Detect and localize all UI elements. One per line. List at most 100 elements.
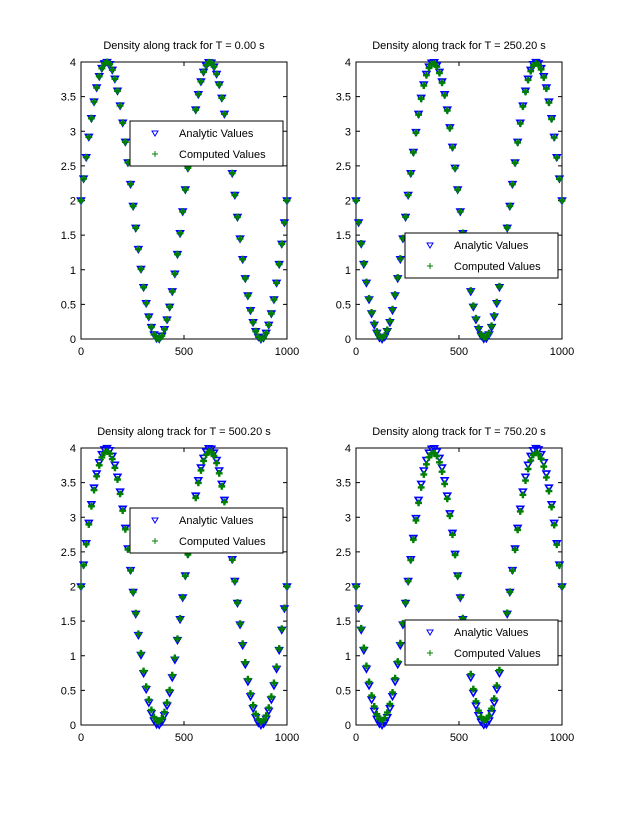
data-point-computed bbox=[80, 561, 88, 569]
data-point-computed bbox=[270, 679, 278, 687]
data-point-computed bbox=[129, 202, 137, 210]
data-point-computed bbox=[514, 139, 522, 146]
data-point-computed bbox=[273, 663, 280, 671]
data-point-computed bbox=[247, 306, 254, 314]
data-point-computed bbox=[142, 683, 150, 691]
x-tick-label: 1000 bbox=[275, 732, 299, 744]
x-tick-label: 500 bbox=[450, 346, 468, 358]
data-point-computed bbox=[88, 114, 95, 122]
data-point-computed bbox=[267, 693, 275, 701]
data-point-computed bbox=[404, 191, 412, 199]
data-point-computed bbox=[386, 700, 394, 708]
data-point-computed bbox=[200, 68, 207, 76]
x-tick-label: 0 bbox=[78, 732, 84, 744]
data-point-computed bbox=[553, 541, 561, 549]
data-point-analytic bbox=[416, 480, 426, 489]
data-point-computed bbox=[171, 654, 179, 662]
data-point-computed bbox=[555, 175, 563, 183]
data-point-computed bbox=[535, 61, 542, 69]
data-point-computed bbox=[77, 197, 85, 204]
data-point-computed bbox=[540, 463, 548, 470]
data-point-computed bbox=[114, 87, 121, 95]
data-point-computed bbox=[85, 133, 93, 141]
y-tick-label: 2.5 bbox=[336, 161, 351, 173]
data-point-computed bbox=[260, 334, 267, 342]
data-point-analytic bbox=[523, 461, 533, 470]
data-point-computed bbox=[381, 332, 389, 339]
data-point-computed bbox=[218, 482, 226, 490]
data-point-analytic bbox=[196, 464, 206, 473]
data-point-computed bbox=[137, 649, 145, 657]
legend-label: Analytic Values bbox=[179, 128, 254, 140]
data-point-computed bbox=[415, 499, 422, 507]
data-point-computed bbox=[231, 191, 239, 199]
legend-box bbox=[404, 619, 559, 666]
data-point-computed bbox=[417, 95, 425, 103]
data-point-computed bbox=[148, 706, 155, 714]
data-point-computed bbox=[545, 487, 553, 495]
data-point-computed bbox=[389, 305, 396, 313]
data-point-computed bbox=[252, 710, 260, 718]
y-tick-label: 3 bbox=[70, 126, 76, 138]
data-point-computed bbox=[553, 154, 561, 162]
plot-area bbox=[355, 61, 563, 340]
y-tick-label: 1.5 bbox=[61, 230, 76, 242]
data-point-computed bbox=[215, 80, 223, 88]
legend: Analytic Values Computed Values bbox=[129, 507, 284, 554]
data-point-computed bbox=[111, 75, 119, 83]
data-point-computed bbox=[163, 316, 171, 323]
data-point-computed bbox=[148, 323, 155, 331]
data-point-computed bbox=[368, 692, 376, 699]
data-point-computed bbox=[98, 454, 106, 461]
data-point-analytic bbox=[217, 480, 227, 489]
data-point-computed bbox=[475, 707, 482, 715]
data-point-analytic bbox=[520, 473, 531, 482]
data-point-computed bbox=[482, 716, 490, 723]
data-point-analytic bbox=[193, 477, 204, 486]
data-point-computed bbox=[174, 635, 181, 643]
y-tick-label: 1 bbox=[345, 265, 351, 277]
data-point-computed bbox=[363, 662, 370, 670]
data-point-computed bbox=[488, 322, 495, 330]
data-point-computed bbox=[373, 710, 381, 718]
legend-label: Computed Values bbox=[454, 261, 541, 273]
data-point-computed bbox=[127, 567, 134, 574]
data-point-computed bbox=[210, 452, 218, 460]
data-point-analytic bbox=[546, 501, 557, 510]
data-point-computed bbox=[129, 588, 137, 596]
data-point-computed bbox=[542, 474, 550, 481]
data-point-analytic bbox=[94, 459, 105, 468]
y-tick-label: 3.5 bbox=[336, 478, 351, 490]
data-point-computed bbox=[357, 239, 365, 247]
data-point-computed bbox=[260, 716, 267, 724]
data-point-computed bbox=[417, 484, 425, 491]
data-point-computed bbox=[218, 94, 226, 102]
data-point-computed bbox=[93, 84, 101, 91]
data-point-computed bbox=[90, 486, 98, 494]
data-point-computed bbox=[482, 333, 490, 341]
data-point-computed bbox=[391, 291, 399, 298]
data-point-computed bbox=[469, 302, 477, 310]
data-point-computed bbox=[368, 308, 376, 316]
legend-marker-triangle-icon bbox=[426, 629, 434, 636]
data-point-computed bbox=[516, 508, 524, 515]
data-point-analytic bbox=[413, 496, 424, 505]
data-point-computed bbox=[239, 255, 247, 263]
data-point-computed bbox=[527, 457, 535, 464]
y-tick-label: 2.5 bbox=[61, 161, 76, 173]
data-point-computed bbox=[540, 74, 548, 81]
y-tick-label: 2 bbox=[345, 196, 351, 208]
x-tick-label: 0 bbox=[353, 732, 359, 744]
y-tick-label: 0 bbox=[70, 334, 76, 346]
data-point-computed bbox=[181, 572, 189, 580]
y-tick-label: 3 bbox=[70, 512, 76, 524]
y-tick-label: 1 bbox=[70, 651, 76, 663]
x-tick-label: 500 bbox=[450, 732, 468, 744]
data-point-computed bbox=[95, 461, 103, 469]
data-point-computed bbox=[77, 583, 85, 590]
data-point-computed bbox=[111, 464, 119, 472]
data-point-computed bbox=[485, 712, 493, 720]
data-point-computed bbox=[396, 639, 404, 647]
data-point-computed bbox=[396, 255, 404, 262]
data-point-computed bbox=[433, 63, 441, 71]
